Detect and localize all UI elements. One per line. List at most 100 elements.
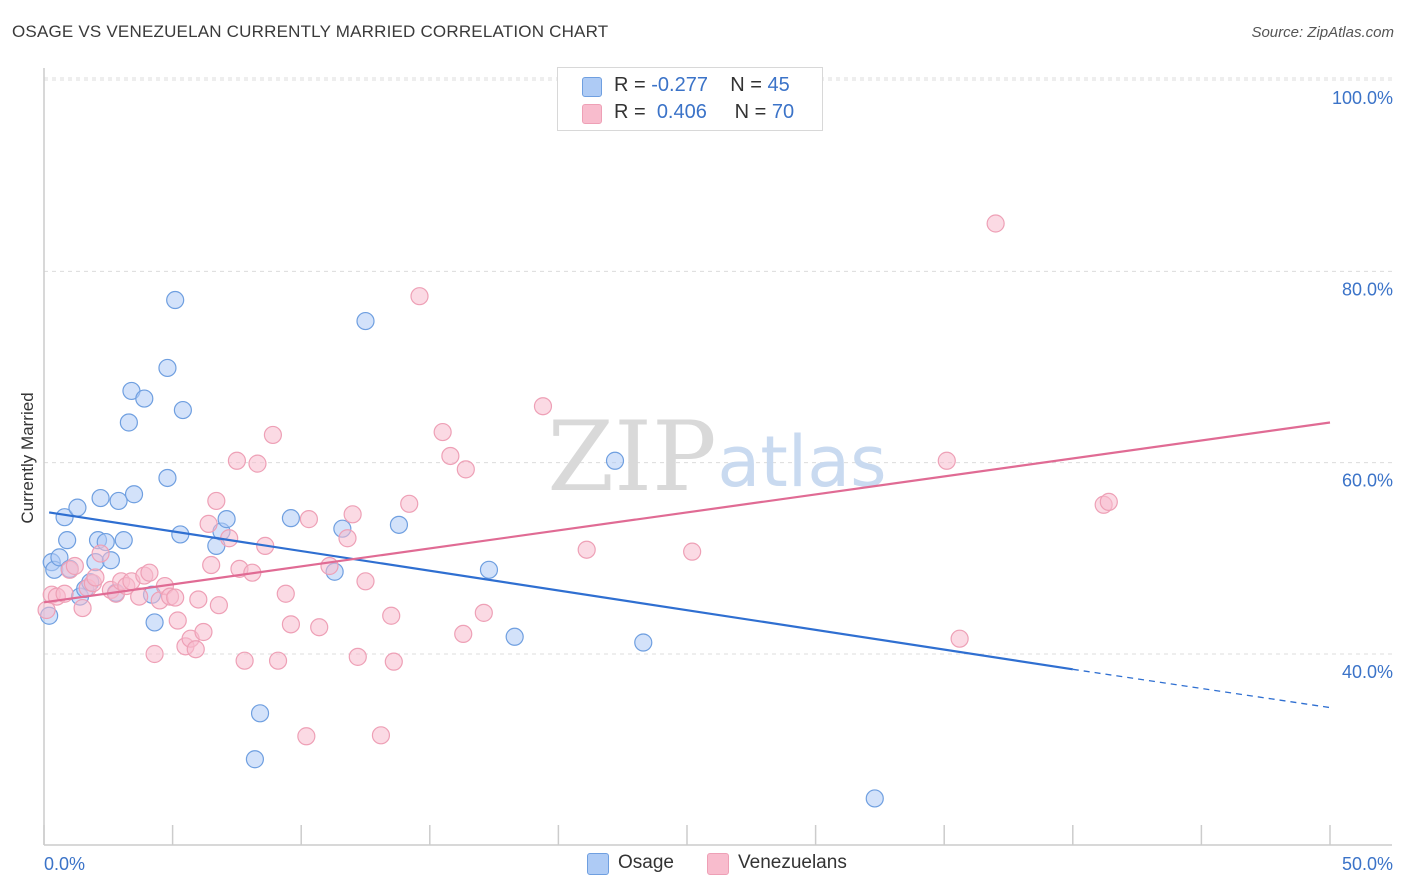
trend-line-venezuelans bbox=[43, 421, 1331, 604]
data-point-venezuelans bbox=[168, 611, 187, 630]
data-point-venezuelans bbox=[166, 588, 185, 607]
data-point-osage bbox=[158, 468, 177, 488]
data-point-venezuelans bbox=[348, 647, 367, 666]
data-point-venezuelans bbox=[937, 451, 956, 470]
data-point-venezuelans bbox=[456, 460, 475, 479]
data-point-osage bbox=[281, 509, 301, 528]
data-point-venezuelans bbox=[986, 214, 1005, 233]
data-point-osage bbox=[217, 510, 236, 529]
trend-lines bbox=[43, 421, 1331, 709]
data-point-osage bbox=[389, 515, 409, 534]
data-point-venezuelans bbox=[433, 422, 452, 442]
data-point-venezuelans bbox=[454, 624, 473, 644]
y-tick-label: 100.0% bbox=[1332, 88, 1393, 108]
data-point-venezuelans bbox=[189, 590, 208, 609]
data-point-osage bbox=[166, 290, 185, 310]
data-point-osage bbox=[91, 488, 110, 508]
data-point-osage bbox=[634, 633, 653, 652]
data-point-osage bbox=[505, 627, 524, 646]
data-point-venezuelans bbox=[683, 542, 702, 561]
data-point-osage bbox=[250, 704, 270, 723]
data-point-venezuelans bbox=[533, 397, 553, 416]
data-point-venezuelans bbox=[299, 510, 319, 529]
data-point-venezuelans bbox=[950, 629, 969, 648]
y-tick-label: 40.0% bbox=[1342, 662, 1393, 682]
data-point-venezuelans bbox=[235, 651, 254, 670]
data-point-venezuelans bbox=[86, 568, 105, 587]
data-point-venezuelans bbox=[371, 726, 391, 745]
legend-r-value-osage: -0.277 bbox=[651, 74, 708, 96]
data-point-osage bbox=[55, 508, 74, 527]
data-point-venezuelans bbox=[382, 606, 401, 625]
data-point-osage bbox=[50, 548, 69, 567]
data-point-osage bbox=[114, 531, 133, 550]
legend-swatch-venezuelans bbox=[582, 104, 602, 124]
data-point-osage bbox=[109, 491, 128, 511]
legend-swatch-osage bbox=[582, 77, 602, 97]
bottom-legend-swatch-venezuelans bbox=[707, 853, 729, 875]
data-point-venezuelans bbox=[248, 454, 267, 473]
legend-n-label: N = bbox=[734, 101, 767, 123]
data-point-venezuelans bbox=[297, 727, 316, 746]
data-point-osage bbox=[245, 750, 265, 769]
legend-n-value-venezuelans: 70 bbox=[771, 101, 795, 123]
trend-line-extension-osage bbox=[1072, 668, 1331, 709]
data-point-venezuelans bbox=[1099, 492, 1118, 511]
legend-n-label: N = bbox=[730, 74, 762, 96]
data-point-venezuelans bbox=[343, 505, 362, 524]
legend-r-label: R = bbox=[614, 74, 646, 96]
data-point-venezuelans bbox=[202, 555, 221, 575]
trend-line-osage bbox=[48, 511, 1073, 671]
data-point-osage bbox=[605, 451, 625, 470]
data-point-venezuelans bbox=[186, 640, 205, 659]
tick-labels: 40.0% 60.0% 80.0% 100.0% 0.0% 50.0% bbox=[44, 88, 1393, 874]
y-tick-label: 60.0% bbox=[1342, 471, 1393, 491]
data-point-venezuelans bbox=[140, 563, 159, 582]
legend-r-value-venezuelans: 0.406 bbox=[656, 101, 707, 123]
data-point-venezuelans bbox=[384, 652, 403, 671]
data-point-venezuelans bbox=[207, 491, 226, 511]
data-point-venezuelans bbox=[474, 603, 493, 622]
data-point-venezuelans bbox=[441, 446, 460, 466]
data-point-venezuelans bbox=[145, 644, 164, 664]
data-point-venezuelans bbox=[281, 615, 301, 634]
correlation-legend: R = -0.277 N = 45 R = 0.406 N = 70 bbox=[557, 67, 823, 131]
bottom-legend-swatch-osage bbox=[587, 853, 609, 875]
data-point-osage bbox=[68, 498, 87, 517]
bottom-legend-label-osage: Osage bbox=[618, 852, 674, 873]
axes bbox=[43, 68, 1392, 846]
data-point-venezuelans bbox=[410, 287, 429, 306]
data-point-venezuelans bbox=[91, 544, 110, 563]
data-point-venezuelans bbox=[194, 622, 213, 642]
data-point-venezuelans bbox=[356, 572, 375, 591]
data-point-venezuelans bbox=[338, 529, 357, 548]
x-tick-label: 50.0% bbox=[1342, 854, 1393, 874]
legend-n-value-osage: 45 bbox=[767, 74, 790, 96]
data-point-osage bbox=[145, 613, 164, 632]
data-point-venezuelans bbox=[577, 540, 596, 559]
data-point-osage bbox=[158, 358, 177, 378]
data-point-venezuelans bbox=[400, 494, 419, 513]
data-point-venezuelans bbox=[320, 556, 339, 576]
data-point-venezuelans bbox=[276, 584, 295, 603]
data-points bbox=[37, 214, 1118, 808]
data-point-venezuelans bbox=[268, 651, 288, 670]
data-point-osage bbox=[356, 311, 375, 331]
data-point-osage bbox=[479, 560, 499, 579]
data-point-osage bbox=[865, 789, 884, 808]
y-axis-label: Currently Married bbox=[18, 392, 37, 524]
data-point-osage bbox=[173, 400, 192, 420]
chart-source: Source: ZipAtlas.com bbox=[1251, 24, 1394, 41]
data-point-osage bbox=[124, 485, 144, 504]
data-point-venezuelans bbox=[199, 514, 218, 533]
legend-r-label: R = bbox=[614, 101, 646, 123]
data-point-osage bbox=[135, 389, 154, 408]
data-point-venezuelans bbox=[227, 451, 246, 470]
data-point-osage bbox=[119, 413, 138, 432]
chart-title: OSAGE VS VENEZUELAN CURRENTLY MARRIED CO… bbox=[12, 22, 609, 41]
data-point-venezuelans bbox=[310, 618, 329, 637]
data-point-osage bbox=[58, 531, 77, 550]
data-point-venezuelans bbox=[263, 425, 283, 445]
watermark-zip: ZIP bbox=[547, 401, 716, 513]
